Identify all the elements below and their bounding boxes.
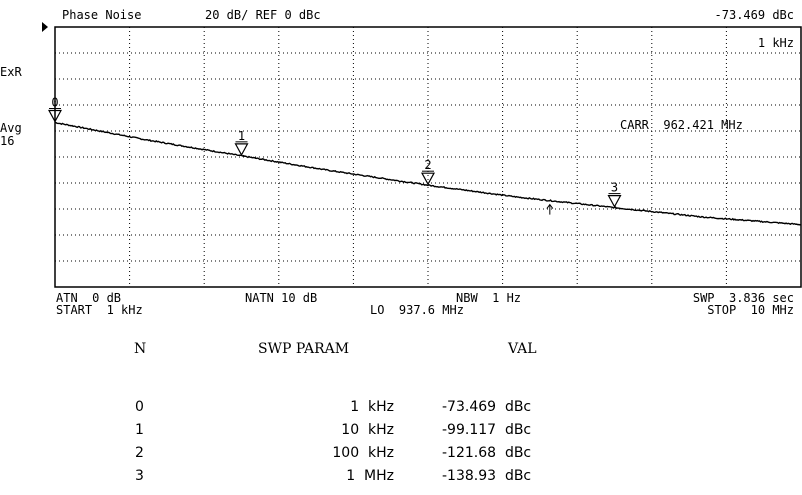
marker-frequency: 1 kHz	[757, 36, 794, 50]
table-row-value: -138.93 dBc	[442, 468, 532, 484]
natn-label: NATN 10 dB	[245, 291, 318, 305]
stop-frequency-label: STOP 10 MHz	[707, 303, 794, 317]
table-header-value: VAL	[508, 341, 537, 357]
markers: 0 1 2 3	[47, 96, 622, 208]
marker-triangle	[420, 172, 436, 186]
marker-value: -73.469 dBc	[714, 8, 794, 22]
table-row-n: 0	[135, 399, 144, 415]
attenuation-label: ATN 0 dB	[56, 291, 122, 305]
table-row-param: 1 kHz	[350, 399, 394, 415]
marker-triangle	[234, 143, 249, 157]
lo-frequency-label: LO 937.6 MHz	[370, 303, 464, 317]
scale-label: 20 dB/ REF 0 dBc	[205, 8, 321, 22]
table-row-value: -73.469 dBc	[442, 399, 532, 415]
table-header-n: N	[134, 341, 147, 357]
marker-triangle	[47, 109, 63, 123]
nbw-label: NBW 1 Hz	[456, 291, 522, 305]
marker-label: 3	[611, 181, 618, 195]
avg-label: Avg	[0, 121, 22, 135]
table-row-param: 100 kHz	[332, 445, 394, 461]
marker-label: 1	[238, 129, 245, 143]
table-row-param: 1 MHz	[346, 468, 394, 484]
table-header-sweep-param: SWP PARAM	[258, 341, 350, 357]
table-row-param: 10 kHz	[341, 422, 394, 438]
marker-triangle	[607, 195, 622, 208]
reference-level-pointer	[42, 22, 48, 32]
marker-label: 0	[51, 96, 58, 110]
lo-arrow-icon	[546, 203, 554, 215]
chart-title: Phase Noise	[62, 8, 142, 22]
table-row-value: -121.68 dBc	[442, 445, 532, 461]
lo-arrow-head	[546, 203, 554, 209]
table-row-n: 3	[135, 468, 144, 484]
grid	[55, 27, 801, 287]
sweep-time-label: SWP 3.836 sec	[692, 291, 794, 305]
plot-frame	[54, 26, 802, 288]
table-row-n: 2	[135, 445, 144, 461]
exr-label: ExR	[0, 65, 22, 79]
marker-label: 2	[424, 158, 431, 172]
table-row-value: -99.117 dBc	[442, 422, 532, 438]
start-frequency-label: START 1 kHz	[56, 303, 143, 317]
avg-count: 16	[0, 134, 15, 148]
table-row-n: 1	[135, 422, 144, 438]
